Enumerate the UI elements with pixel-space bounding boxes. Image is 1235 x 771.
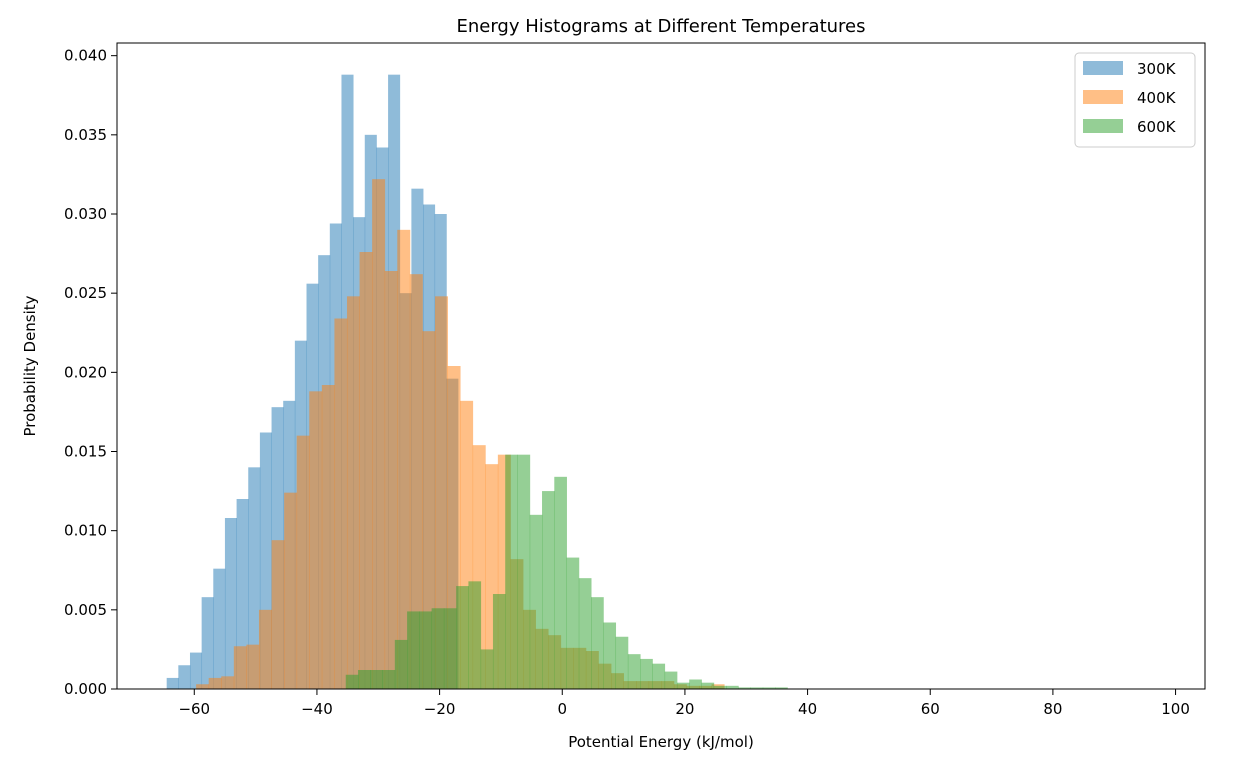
- bar-600K-19: [578, 578, 592, 689]
- bar-600K-35: [775, 687, 788, 689]
- bar-600K-5: [407, 611, 420, 689]
- bar-400K-7: [284, 492, 298, 689]
- bar-400K-10: [321, 385, 335, 689]
- bar-600K-29: [701, 682, 715, 689]
- x-tick-label: −20: [424, 700, 456, 718]
- x-tick-label: −40: [301, 700, 333, 718]
- bar-400K-17: [409, 274, 423, 689]
- bar-400K-2: [221, 676, 235, 689]
- bar-400K-11: [334, 318, 348, 689]
- bar-300K-0: [166, 677, 179, 689]
- bar-400K-0: [196, 684, 210, 689]
- bar-600K-10: [468, 581, 482, 689]
- bar-400K-4: [246, 644, 260, 689]
- bar-600K-1: [358, 670, 371, 689]
- bar-400K-1: [208, 677, 222, 689]
- bar-600K-4: [394, 639, 408, 689]
- bar-600K-18: [566, 557, 580, 689]
- bar-300K-7: [248, 467, 261, 689]
- bar-300K-1: [178, 665, 191, 689]
- bar-400K-14: [372, 179, 386, 690]
- bar-600K-26: [664, 671, 678, 689]
- y-tick-label: 0.000: [64, 680, 107, 698]
- x-tick-label: −60: [178, 700, 210, 718]
- y-tick-label: 0.005: [64, 601, 107, 619]
- bar-600K-8: [443, 608, 457, 689]
- bar-600K-27: [676, 682, 690, 689]
- series-600K: [345, 454, 788, 689]
- bar-400K-9: [309, 391, 323, 689]
- bar-600K-22: [615, 636, 629, 689]
- x-tick-label: 0: [557, 700, 567, 718]
- bar-600K-9: [456, 586, 469, 689]
- bar-600K-31: [726, 685, 739, 689]
- bar-600K-0: [345, 674, 359, 689]
- y-axis-label: Probability Density: [21, 295, 39, 436]
- bar-600K-24: [640, 658, 653, 689]
- y-tick-label: 0.040: [64, 47, 107, 65]
- x-axis-label: Potential Energy (kJ/mol): [568, 733, 754, 751]
- x-tick-label: 100: [1161, 700, 1190, 718]
- bar-600K-3: [382, 670, 396, 689]
- y-ticks: 0.000 0.005 0.010 0.015 0.020 0.025 0.030 0.035…: [64, 47, 117, 698]
- legend-swatch-400K: [1083, 90, 1123, 104]
- chart-title: Energy Histograms at Different Temperatu…: [456, 16, 865, 37]
- x-tick-label: 40: [798, 700, 817, 718]
- plot-frame: [116, 42, 1206, 690]
- bar-600K-12: [492, 594, 506, 689]
- y-tick-label: 0.030: [64, 205, 107, 223]
- bar-600K-20: [591, 597, 604, 689]
- bar-400K-19: [435, 296, 448, 689]
- bar-300K-4: [213, 568, 226, 689]
- y-tick-label: 0.025: [64, 284, 107, 302]
- legend-label-600K: 600K: [1137, 118, 1177, 136]
- bar-400K-12: [346, 296, 360, 689]
- bar-600K-28: [689, 679, 702, 689]
- bar-600K-33: [750, 687, 764, 689]
- bar-600K-21: [603, 622, 617, 689]
- y-tick-label: 0.035: [64, 126, 107, 144]
- legend-swatch-300K: [1083, 61, 1123, 75]
- bar-600K-2: [370, 670, 383, 689]
- bar-600K-13: [505, 454, 518, 689]
- x-tick-label: 20: [675, 700, 694, 718]
- legend-label-300K: 300K: [1137, 60, 1177, 78]
- legend-swatch-600K: [1083, 119, 1123, 133]
- bar-600K-14: [517, 454, 531, 689]
- bar-600K-11: [480, 649, 494, 689]
- bar-400K-3: [233, 646, 247, 689]
- bar-400K-6: [271, 540, 285, 689]
- bar-400K-5: [258, 609, 272, 689]
- bar-600K-23: [627, 654, 641, 689]
- bar-400K-15: [384, 271, 398, 689]
- bar-300K-3: [201, 597, 214, 689]
- bars-layer: [166, 74, 788, 690]
- bar-400K-13: [359, 252, 373, 689]
- bar-400K-8: [296, 435, 310, 689]
- bar-400K-16: [397, 229, 411, 689]
- y-tick-label: 0.010: [64, 522, 107, 540]
- bar-300K-6: [236, 499, 249, 689]
- bar-400K-18: [422, 331, 436, 689]
- bar-600K-25: [652, 663, 666, 689]
- bar-600K-7: [431, 608, 445, 689]
- bar-600K-30: [713, 685, 727, 689]
- bar-600K-32: [738, 687, 751, 689]
- x-tick-label: 60: [921, 700, 940, 718]
- bar-300K-2: [189, 652, 203, 689]
- bar-600K-34: [762, 687, 776, 689]
- bar-600K-6: [419, 611, 433, 689]
- bar-600K-15: [529, 514, 543, 689]
- x-ticks: −60 −40 −20 0 20 40 60 80 100: [178, 689, 1190, 718]
- y-tick-label: 0.015: [64, 443, 107, 461]
- legend-label-400K: 400K: [1137, 89, 1177, 107]
- legend: 300K 400K 600K: [1074, 52, 1196, 148]
- bar-600K-16: [542, 491, 555, 689]
- y-tick-label: 0.020: [64, 363, 107, 381]
- x-tick-label: 80: [1043, 700, 1062, 718]
- bar-600K-17: [554, 476, 567, 689]
